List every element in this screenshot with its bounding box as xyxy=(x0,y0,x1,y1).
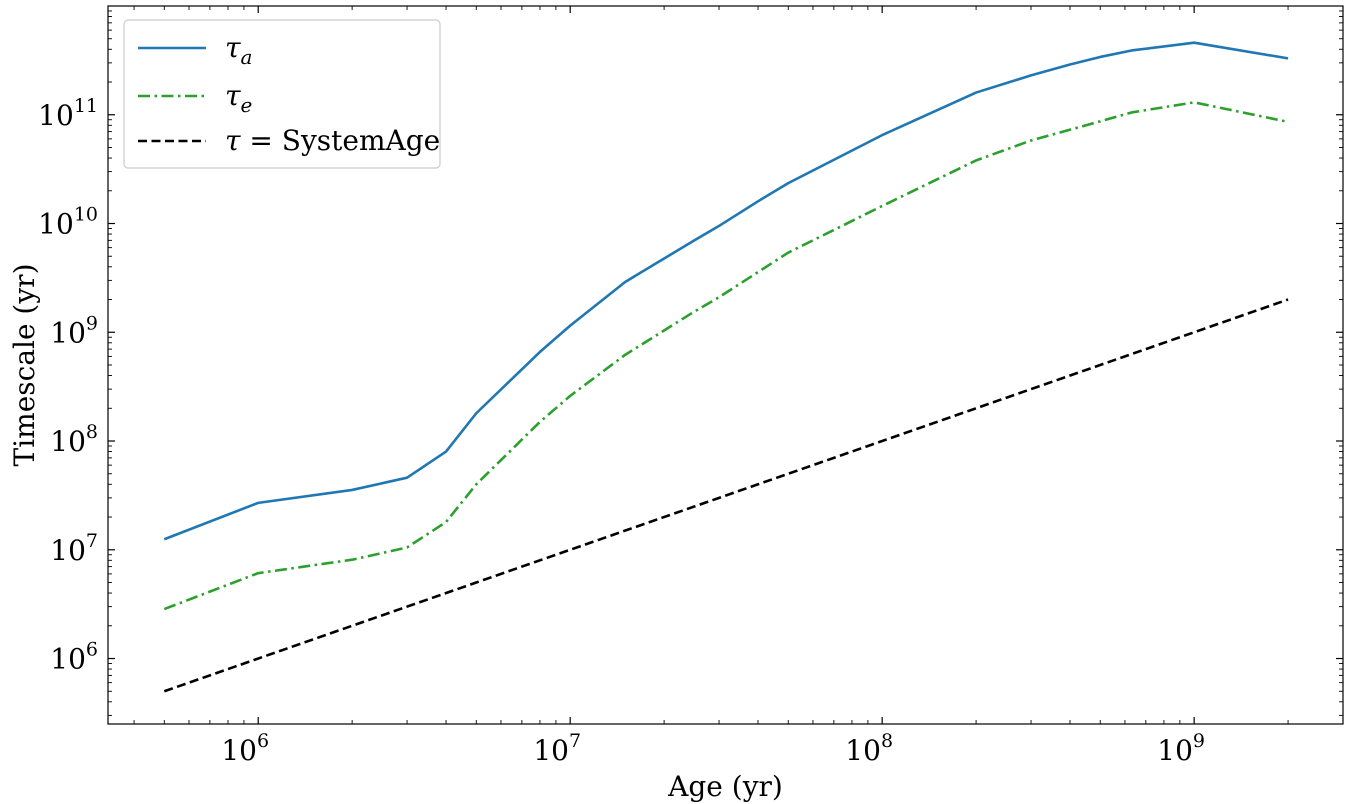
legend-symbol: τ xyxy=(225,31,241,64)
y-tick-exp: 11 xyxy=(74,95,98,117)
y-tick-label-3: 109 xyxy=(50,312,98,349)
y-tick-label-4: 1010 xyxy=(38,204,98,241)
series-layer xyxy=(163,41,1289,693)
legend-label-0: τa xyxy=(225,31,252,69)
y-tick-label-0: 106 xyxy=(50,639,98,676)
x-tick-label-1: 107 xyxy=(533,730,581,767)
legend-box xyxy=(123,19,441,169)
legend-subscript: e xyxy=(241,93,253,117)
y-tick-base: 10 xyxy=(50,643,86,676)
legend-symbol: τ xyxy=(225,124,241,157)
x-tick-exp: 8 xyxy=(881,730,893,752)
y-tick-exp: 6 xyxy=(86,639,98,661)
minor-ticks xyxy=(108,6,1343,724)
y-tick-base: 10 xyxy=(38,208,74,241)
y-tick-base: 10 xyxy=(50,534,86,567)
series-line-0 xyxy=(163,41,1289,541)
series-line-2 xyxy=(163,298,1289,693)
x-tick-exp: 6 xyxy=(257,730,269,752)
x-tick-exp: 7 xyxy=(569,730,581,752)
series-line-1 xyxy=(163,101,1289,611)
x-tick-base: 10 xyxy=(533,734,569,767)
major-ticks xyxy=(108,6,1343,724)
y-tick-exp: 7 xyxy=(86,530,98,552)
y-tick-base: 10 xyxy=(50,425,86,458)
legend-label-2: τ = SystemAge xyxy=(225,124,440,157)
legend-label-1: τe xyxy=(225,79,252,117)
x-tick-base: 10 xyxy=(221,734,257,767)
y-tick-label-2: 108 xyxy=(50,421,98,458)
y-tick-exp: 8 xyxy=(86,421,98,443)
y-tick-base: 10 xyxy=(38,99,74,132)
x-tick-exp: 9 xyxy=(1193,730,1205,752)
legend-rest: = SystemAge xyxy=(241,124,441,157)
x-tick-base: 10 xyxy=(845,734,881,767)
y-tick-exp: 10 xyxy=(74,204,98,226)
y-tick-label-1: 107 xyxy=(50,530,98,567)
y-tick-exp: 9 xyxy=(86,312,98,334)
y-tick-label-5: 1011 xyxy=(38,95,98,132)
legend-subscript: a xyxy=(241,45,253,69)
legend-symbol: τ xyxy=(225,79,241,112)
y-tick-base: 10 xyxy=(50,316,86,349)
x-axis-label: Age (yr) xyxy=(667,770,783,803)
x-tick-label-0: 106 xyxy=(221,730,269,767)
x-tick-label-2: 108 xyxy=(845,730,893,767)
x-tick-label-3: 109 xyxy=(1157,730,1205,767)
y-axis-label: Timescale (yr) xyxy=(8,264,41,467)
x-tick-base: 10 xyxy=(1157,734,1193,767)
